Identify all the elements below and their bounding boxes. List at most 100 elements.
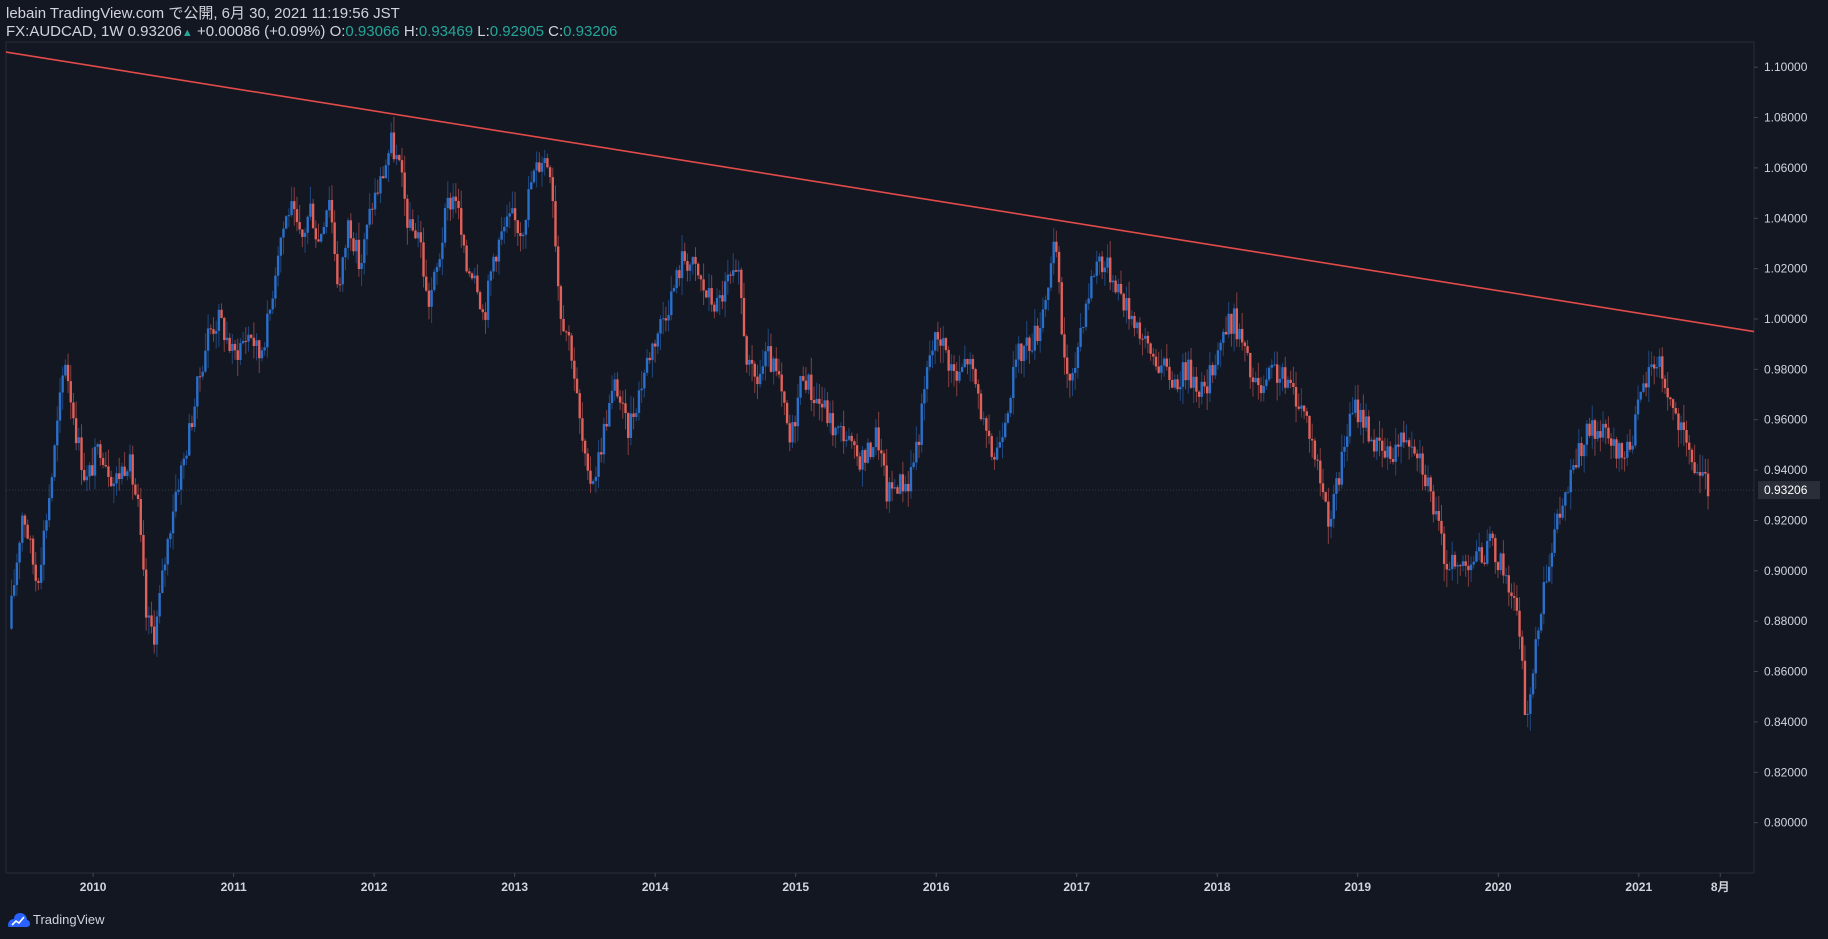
- candle-body: [1275, 364, 1279, 383]
- candle-body: [1157, 366, 1160, 373]
- candle-body: [589, 470, 592, 484]
- candle-body: [729, 274, 732, 276]
- candle-body: [955, 371, 958, 381]
- candle-body: [1044, 299, 1047, 310]
- candle-body: [1071, 372, 1074, 381]
- candle-body: [1262, 385, 1265, 394]
- candle-body: [1424, 474, 1427, 487]
- candle-body: [390, 132, 393, 154]
- candle-body: [1356, 399, 1360, 423]
- y-tick-label: 0.94000: [1764, 463, 1808, 477]
- candle-body: [1254, 377, 1257, 383]
- candle-body: [74, 418, 78, 444]
- candle-body: [473, 275, 476, 279]
- candle-body: [23, 515, 27, 525]
- candle-body: [1022, 345, 1026, 362]
- candle-body: [419, 232, 423, 243]
- candle-body: [624, 403, 627, 414]
- candle-body: [1127, 298, 1131, 320]
- candle-body: [1526, 713, 1529, 716]
- candle-body: [837, 426, 840, 428]
- candle-body: [161, 570, 164, 594]
- candle-body: [799, 376, 802, 398]
- x-tick-label: 2013: [501, 880, 528, 894]
- candle-body: [1381, 440, 1384, 451]
- candle-body: [966, 358, 969, 365]
- candle-body: [1348, 413, 1352, 437]
- candle-body: [99, 444, 102, 459]
- candle-body: [56, 420, 59, 446]
- candle-body: [249, 334, 253, 338]
- candle-body: [621, 402, 625, 404]
- candle-body: [705, 290, 708, 298]
- candle-body: [150, 615, 153, 627]
- candle-body: [750, 359, 754, 364]
- candle-body: [1009, 398, 1012, 414]
- price-axis[interactable]: 0.80000 0.82000 0.84000 0.86000 0.88000 0.900…: [1754, 60, 1808, 830]
- candle-body: [101, 458, 105, 465]
- candle-body: [214, 330, 218, 334]
- candle-body: [925, 367, 929, 390]
- candle-body: [602, 423, 606, 455]
- candle-body: [1499, 553, 1502, 571]
- candle-body: [1025, 337, 1028, 346]
- candle-body: [683, 251, 686, 262]
- candle-body: [1604, 423, 1607, 428]
- candle-body: [497, 239, 501, 262]
- time-axis[interactable]: 2010 2011 2012 2013 2014 2015 2016 2017 2018 2019…: [80, 873, 1730, 894]
- candle-body: [1284, 367, 1287, 388]
- candle-body: [968, 358, 972, 365]
- candle-body: [656, 333, 660, 347]
- candle-body: [365, 224, 369, 240]
- candle-body: [753, 363, 756, 377]
- x-tick-label: 2011: [221, 880, 247, 894]
- candle-body: [1688, 442, 1691, 450]
- candle-body: [923, 389, 926, 404]
- candle-body: [1200, 381, 1203, 397]
- x-tick-label: 2018: [1204, 880, 1231, 894]
- candle-body: [287, 215, 291, 217]
- candle-body: [85, 476, 89, 481]
- candle-body: [1020, 343, 1023, 362]
- low-value: 0.92905: [489, 23, 544, 40]
- candle-body: [1014, 359, 1018, 367]
- candle-body: [1440, 520, 1443, 534]
- candle-body: [1620, 443, 1624, 458]
- candle-body: [519, 233, 522, 237]
- candle-body: [1090, 276, 1093, 299]
- candle-body: [131, 454, 134, 485]
- trendline[interactable]: [5, 51, 1755, 333]
- candle-body: [503, 226, 506, 232]
- candle-body: [1550, 552, 1554, 567]
- brand-name[interactable]: TradingView: [33, 912, 105, 927]
- candle-body: [880, 450, 883, 454]
- candle-body: [869, 442, 872, 458]
- candle-body: [1208, 365, 1212, 394]
- candle-body: [1346, 436, 1349, 447]
- candle-body: [298, 222, 301, 230]
- candle-body: [761, 366, 765, 374]
- candle-body: [971, 358, 975, 370]
- candle-body: [236, 350, 239, 360]
- candle-body: [1429, 477, 1432, 492]
- candle-body: [815, 398, 818, 404]
- candle-body: [1235, 308, 1238, 340]
- candle-body: [185, 455, 188, 459]
- candle-body: [1057, 251, 1061, 283]
- candle-body: [586, 453, 589, 471]
- candle-body: [371, 208, 374, 210]
- candle-body: [1165, 358, 1168, 367]
- candle-body: [554, 201, 557, 247]
- candle-body: [745, 336, 748, 365]
- tradingview-logo-icon[interactable]: [6, 911, 30, 929]
- x-tick-label: 8月: [1711, 880, 1730, 894]
- candle-body: [1184, 362, 1187, 381]
- candle-body: [915, 441, 918, 463]
- candle-body: [398, 155, 401, 161]
- candle-body: [993, 456, 996, 460]
- candle-body: [414, 230, 417, 239]
- candle-body: [225, 337, 229, 341]
- candle-body: [1378, 437, 1381, 441]
- candle-body: [748, 359, 751, 365]
